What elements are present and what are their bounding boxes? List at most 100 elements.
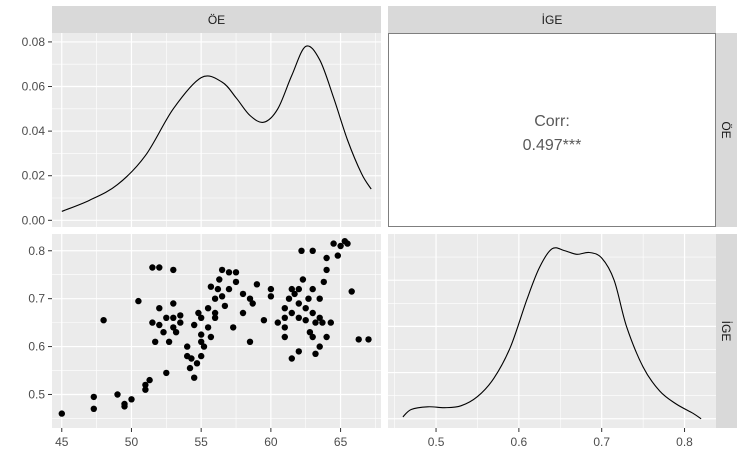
- scatter-point: [323, 266, 330, 274]
- scatter-point: [149, 319, 156, 326]
- scatter-point: [312, 319, 319, 326]
- scatter-point: [306, 329, 314, 336]
- scatter-point: [281, 314, 288, 321]
- scatter-point: [246, 295, 254, 302]
- scatter-point: [193, 360, 201, 367]
- scatter-point: [172, 329, 180, 336]
- scatter-point: [225, 269, 233, 276]
- scatter-point: [281, 305, 288, 312]
- scatter-point: [302, 317, 309, 324]
- y-tick-label-density: 0.04: [22, 124, 46, 138]
- scatter-point: [142, 386, 149, 393]
- scatter-point: [309, 247, 316, 254]
- scatter-point: [295, 300, 302, 307]
- strip-row1: [716, 33, 737, 227]
- scatter-point: [316, 295, 323, 302]
- scatter-point: [337, 242, 344, 250]
- scatter-point: [149, 264, 156, 271]
- corr-value: 0.497***: [523, 137, 582, 154]
- scatter-point: [163, 369, 170, 377]
- scatter-point: [198, 331, 205, 338]
- scatter-point: [191, 374, 198, 381]
- scatter-point: [198, 338, 205, 345]
- scatter-point: [225, 285, 233, 293]
- panel-density-ige: [388, 234, 716, 428]
- scatter-point: [177, 319, 184, 326]
- scatter-point: [348, 288, 355, 295]
- scatter-point: [246, 338, 254, 345]
- corr-label: Corr:: [534, 113, 570, 130]
- panel-corr: [388, 33, 716, 227]
- density-line-oe: [61, 45, 372, 212]
- scatter-point: [309, 285, 316, 293]
- strip-col2: [388, 6, 716, 33]
- scatter-point: [198, 314, 205, 321]
- scatter-point: [316, 343, 323, 350]
- x-tick-label-oe: 60: [264, 435, 278, 449]
- scatter-point: [216, 276, 223, 283]
- x-tick-label-ige: 0.5: [428, 435, 445, 449]
- scatter-point: [163, 314, 170, 321]
- scatter-point: [90, 405, 98, 412]
- scatter-point: [309, 309, 316, 317]
- scatter-point: [239, 309, 247, 317]
- scatter-point: [170, 300, 177, 307]
- scatter-point: [281, 333, 288, 341]
- scatter-point: [211, 295, 219, 302]
- scatter-point: [207, 283, 215, 290]
- scatter-point: [191, 321, 198, 329]
- scatter-point: [156, 305, 163, 312]
- scatter-point: [211, 309, 219, 317]
- scatter-point: [291, 290, 298, 298]
- scatter-point: [288, 309, 295, 317]
- scatter-point: [195, 309, 202, 317]
- scatter-point: [204, 324, 212, 331]
- scatter-point: [344, 240, 351, 247]
- y-tick-label-density: 0.06: [22, 80, 46, 94]
- scatter-point: [170, 314, 177, 321]
- panel-density-oe: [52, 33, 381, 227]
- scatter-point: [330, 240, 337, 247]
- density-line-ige: [402, 247, 702, 420]
- scatter-point: [316, 314, 323, 321]
- x-tick-label-oe: 65: [334, 435, 348, 449]
- scatter-point: [160, 329, 167, 336]
- x-tick-label-oe: 50: [125, 435, 139, 449]
- scatter-point: [274, 319, 281, 326]
- x-tick-label-oe: 55: [194, 435, 208, 449]
- scatter-point: [156, 264, 163, 271]
- scatter-point: [299, 276, 307, 283]
- scatter-point: [260, 317, 268, 324]
- scatter-point: [302, 305, 309, 312]
- scatter-point: [207, 333, 215, 341]
- scatter-point: [320, 278, 327, 286]
- scatter-point: [170, 324, 177, 331]
- scatter-point: [323, 333, 330, 341]
- scatter-point: [232, 278, 240, 286]
- strip-row2-label: İGE: [719, 321, 733, 342]
- scatter-point: [204, 305, 212, 312]
- scatter-point: [288, 355, 295, 362]
- scatter-point: [309, 333, 316, 341]
- strip-col1-label: ÖE: [208, 13, 225, 27]
- scatter-point: [135, 297, 142, 305]
- scatter-point: [334, 252, 341, 259]
- y-tick-label-density: 0.00: [22, 213, 46, 227]
- scatter-point: [186, 364, 194, 372]
- scatter-point: [184, 343, 191, 350]
- scatter-point: [218, 266, 226, 274]
- scatter-point: [198, 352, 205, 360]
- scatter-point: [232, 269, 240, 276]
- x-tick-label-ige: 0.8: [676, 435, 693, 449]
- strip-col1: [52, 6, 381, 33]
- scatter-point: [253, 281, 261, 288]
- scatter-point: [218, 293, 226, 300]
- x-tick-label-ige: 0.7: [593, 435, 610, 449]
- y-tick-label-ige: 0.5: [28, 387, 45, 401]
- x-tick-label-oe: 45: [55, 435, 69, 449]
- scatter-point: [142, 381, 149, 389]
- y-tick-label-ige: 0.6: [28, 340, 45, 354]
- scatter-point: [327, 319, 334, 326]
- y-tick-label-ige: 0.7: [28, 292, 45, 306]
